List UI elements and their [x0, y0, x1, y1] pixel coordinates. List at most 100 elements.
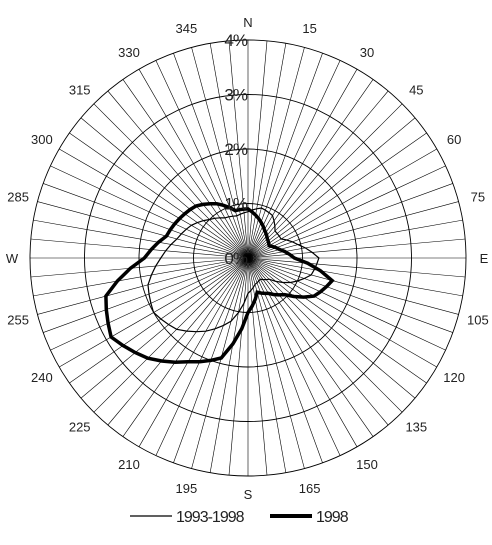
grid-spoke-60: [247, 148, 437, 259]
degree-label-150: 150: [356, 457, 378, 472]
grid-spoke-15: [247, 47, 305, 259]
grid-spoke-165: [247, 257, 305, 469]
grid-spoke-255: [37, 257, 249, 315]
grid-spoke-30: [247, 69, 358, 259]
grid-spoke-345: [191, 47, 249, 259]
degree-label-210: 210: [118, 457, 140, 472]
radial-tick-label-4: 4%: [224, 31, 247, 50]
degree-label-105: 105: [467, 313, 489, 328]
degree-label-30: 30: [360, 45, 374, 60]
grid-spoke-285: [37, 201, 249, 259]
degree-label-60: 60: [447, 132, 461, 147]
degree-label-195: 195: [176, 481, 198, 496]
grid-spoke-340: [173, 53, 249, 259]
grid-spoke-265: [30, 257, 249, 278]
grid-spoke-140: [247, 257, 389, 426]
series-line-1998: [104, 201, 335, 364]
grid-spoke-310: [80, 117, 249, 259]
grid-spoke-65: [247, 165, 446, 259]
grid-spoke-135: [247, 257, 403, 413]
cardinal-label-W: W: [6, 251, 19, 266]
legend: 1993-1998 1998: [130, 509, 350, 526]
degree-label-75: 75: [471, 189, 485, 204]
grid-spoke-150: [247, 257, 358, 447]
degree-label-120: 120: [443, 370, 465, 385]
cardinal-label-N: N: [243, 15, 252, 30]
grid-spoke-190: [209, 257, 249, 473]
degree-label-330: 330: [118, 45, 140, 60]
degree-label-255: 255: [7, 313, 29, 328]
degree-label-240: 240: [31, 370, 53, 385]
grid-spoke-195: [191, 257, 249, 469]
grid-spoke-145: [247, 257, 374, 437]
cardinal-label-E: E: [480, 251, 489, 266]
degree-label-135: 135: [405, 419, 427, 434]
polar-grid: [29, 39, 467, 477]
grid-spoke-10: [247, 43, 287, 259]
grid-spoke-320: [107, 90, 249, 259]
grid-spoke-95: [247, 257, 466, 278]
series-line-1993-1998: [147, 207, 320, 333]
grid-spoke-220: [107, 257, 249, 426]
grid-spoke-235: [69, 257, 249, 384]
radial-tick-label-0: 0%: [224, 249, 247, 268]
legend-label-1993-1998: 1993-1998: [176, 509, 245, 526]
grid-spoke-175: [247, 257, 268, 476]
grid-spoke-250: [43, 257, 249, 333]
radial-tick-label-2: 2%: [224, 140, 247, 159]
cardinal-label-S: S: [244, 487, 253, 502]
grid-spoke-50: [247, 117, 416, 259]
grid-spoke-45: [247, 103, 403, 259]
direction-labels: N E S W 15 30 45 60 75 105 120 135 150 165 195 210 225 24…: [6, 15, 489, 502]
grid-spoke-215: [122, 257, 249, 437]
grid-spoke-205: [155, 257, 249, 456]
grid-spoke-355: [228, 40, 249, 259]
degree-label-45: 45: [409, 83, 423, 98]
grid-spoke-85: [247, 238, 466, 259]
degree-label-345: 345: [176, 21, 198, 36]
grid-spoke-290: [43, 183, 249, 259]
grid-spoke-305: [69, 132, 249, 259]
grid-spoke-75: [247, 201, 459, 259]
grid-spoke-160: [247, 257, 323, 463]
grid-spoke-170: [247, 257, 287, 473]
degree-label-165: 165: [299, 481, 321, 496]
grid-spoke-225: [93, 257, 249, 413]
grid-spoke-185: [228, 257, 249, 476]
grid-spoke-260: [33, 257, 249, 297]
degree-label-300: 300: [31, 132, 53, 147]
grid-spoke-315: [93, 103, 249, 259]
grid-spoke-35: [247, 79, 374, 259]
degree-label-285: 285: [7, 189, 29, 204]
grid-spoke-40: [247, 90, 389, 259]
radial-tick-label-1: 1%: [224, 195, 247, 214]
grid-spoke-125: [247, 257, 427, 384]
grid-spoke-70: [247, 183, 453, 259]
series-layer: [104, 201, 335, 364]
grid-spoke-335: [155, 60, 249, 259]
grid-spoke-280: [33, 219, 249, 259]
grid-spoke-110: [247, 257, 453, 333]
grid-spoke-155: [247, 257, 341, 456]
grid-spoke-100: [247, 257, 463, 297]
radial-tick-labels: 0% 1% 2% 3% 4%: [224, 31, 248, 268]
grid-spoke-20: [247, 53, 323, 259]
grid-spoke-115: [247, 257, 446, 351]
degree-label-225: 225: [69, 419, 91, 434]
grid-spoke-5: [247, 40, 268, 259]
grid-spoke-245: [50, 257, 249, 351]
grid-spoke-210: [138, 257, 249, 447]
grid-spoke-55: [247, 132, 427, 259]
grid-spoke-330: [138, 69, 249, 259]
grid-spoke-230: [80, 257, 249, 399]
degree-label-15: 15: [302, 21, 316, 36]
grid-spoke-120: [247, 257, 437, 368]
legend-label-1998: 1998: [316, 509, 349, 526]
grid-spoke-325: [122, 79, 249, 259]
grid-spoke-295: [50, 165, 249, 259]
radial-tick-label-3: 3%: [224, 86, 247, 105]
grid-spoke-275: [30, 238, 249, 259]
grid-spoke-300: [59, 148, 249, 259]
degree-label-315: 315: [69, 83, 91, 98]
